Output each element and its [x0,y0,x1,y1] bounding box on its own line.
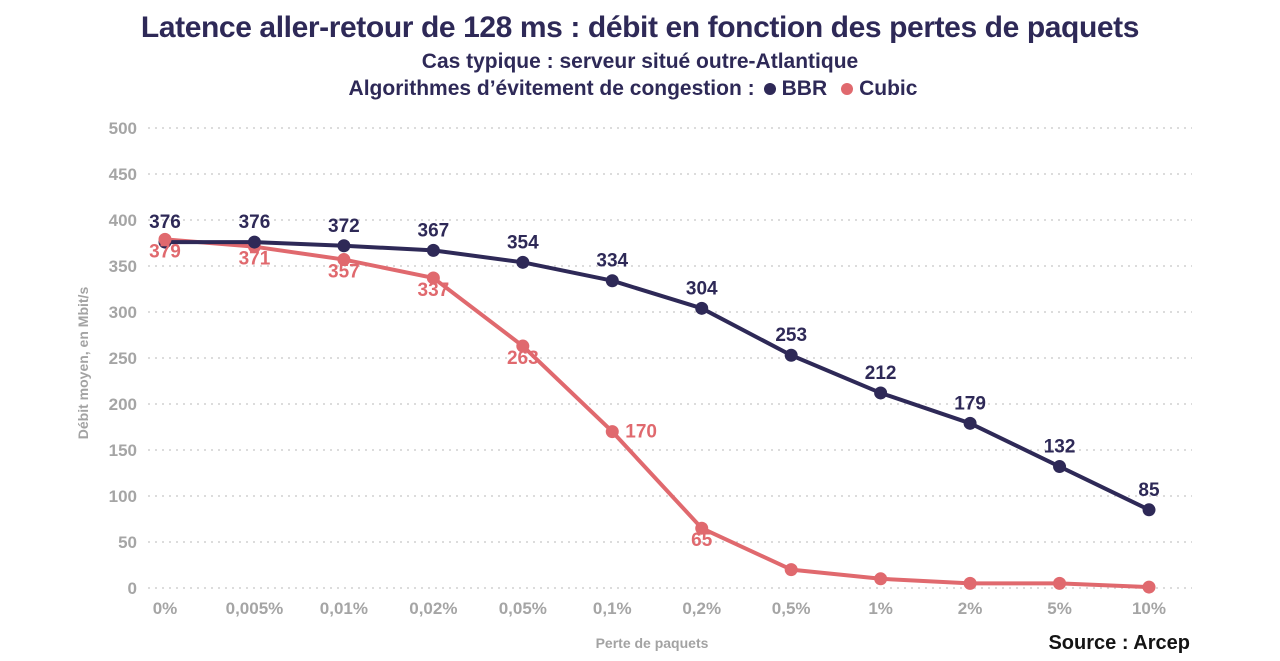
bbr-point-label: 253 [775,325,807,346]
x-tick-label: 0,5% [772,599,811,618]
y-tick-label: 150 [109,441,137,460]
cubic-point [426,271,440,285]
bbr-point-label: 376 [149,212,181,233]
y-tick-label: 400 [109,211,137,230]
x-tick-label: 0,01% [320,599,368,618]
bbr-point [426,243,440,257]
source-caption: Source : Arcep [1048,632,1190,654]
legend-prefix: Algorithmes d’évitement de congestion : [348,77,755,100]
bbr-point-label: 372 [328,216,360,237]
cubic-line [164,237,1150,590]
y-tick-label: 200 [109,395,137,414]
legend-label-bbr: BBR [781,77,828,100]
bbr-point-label: 354 [507,232,539,253]
bbr-point [784,348,798,362]
cubic-point-label: 263 [507,348,539,369]
x-tick-label: 0% [153,599,178,618]
cubic-point-label: 371 [239,249,271,270]
cubic-point [516,339,530,353]
cubic-point [784,563,798,577]
cubic-point-label: 65 [691,530,713,551]
y-tick-label: 350 [109,257,137,276]
bbr-line [165,240,1150,512]
bbr-point [874,386,888,400]
legend-item-bbr: BBR [763,77,828,101]
x-tick-label: 0,02% [409,599,457,618]
cubic-legend-dot-icon [841,83,854,95]
cubic-point-label: 379 [149,241,181,262]
cubic-point [337,253,351,267]
y-tick-label: 300 [109,303,137,322]
y-tick-label: 250 [109,349,137,368]
cubic-point [1053,576,1067,590]
bbr-point-label: 334 [596,251,628,272]
x-tick-label: 10% [1132,599,1166,618]
chart-subtitle: Cas typique : serveur situé outre-Atlant… [421,50,859,73]
cubic-point-label: 357 [328,262,360,283]
x-tick-label: 2% [958,599,983,618]
y-tick-label: 450 [109,165,137,184]
cubic-point [695,521,709,535]
bbr-point-label: 212 [865,363,897,384]
bbr-point [516,255,530,269]
bbr-point-label: 367 [418,220,450,241]
bbr-point [1142,503,1156,517]
cubic-point-label: 337 [418,280,450,301]
x-tick-label: 1% [868,599,893,618]
cubic-point-label: 170 [625,422,657,443]
y-tick-label: 100 [109,487,137,506]
bbr-point-label: 304 [686,278,718,299]
legend: Algorithmes d’évitement de congestion : … [0,77,1280,101]
bbr-point-label: 85 [1138,480,1160,501]
x-tick-label: 0,1% [593,599,632,618]
legend-item-cubic: Cubic [841,77,917,101]
y-tick-label: 50 [118,533,137,552]
y-tick-label: 500 [109,119,137,138]
x-tick-label: 5% [1047,599,1072,618]
chart-header: Latence aller-retour de 128 ms : débit e… [0,0,1280,101]
cubic-point [605,425,619,439]
bbr-point-label: 179 [954,393,986,414]
y-tick-label: 0 [128,579,137,598]
bbr-point [1053,460,1067,474]
cubic-point [1142,580,1156,594]
bbr-point-label: 132 [1044,437,1076,458]
bbr-point [605,274,619,288]
cubic-point [158,232,172,246]
bbr-point [247,235,261,249]
legend-label-cubic: Cubic [859,77,918,100]
x-tick-label: 0,05% [499,599,547,618]
x-tick-label: 0,005% [226,599,284,618]
y-axis-title: Débit moyen, en Mbit/s [75,287,91,440]
x-axis-title: Perte de paquets [596,635,709,651]
bbr-point [963,416,977,430]
bbr-point-label: 376 [239,212,271,233]
bbr-point [695,301,709,315]
page-title: Latence aller-retour de 128 ms : débit e… [140,11,1140,44]
cubic-point [874,572,888,586]
x-tick-label: 0,2% [682,599,721,618]
cubic-point [963,576,977,590]
bbr-point [337,239,351,253]
bbr-legend-dot-icon [763,83,776,95]
